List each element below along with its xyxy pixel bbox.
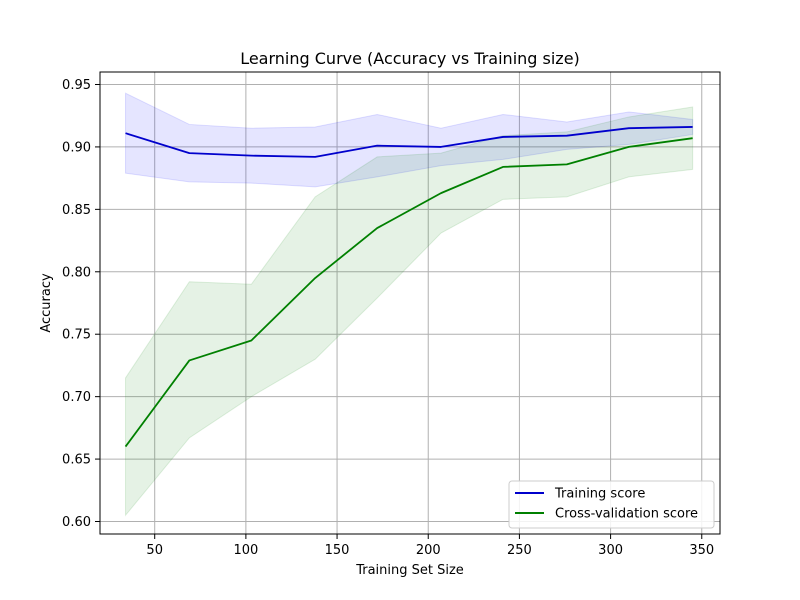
y-tick-label: 0.90 <box>62 140 91 155</box>
x-tick-label: 350 <box>689 543 714 558</box>
y-tick-label: 0.65 <box>62 453 91 468</box>
y-tick-label: 0.95 <box>62 78 91 93</box>
x-tick-label: 100 <box>233 543 258 558</box>
y-tick-label: 0.70 <box>62 390 91 405</box>
legend-box <box>508 480 715 529</box>
legend-label-training: Training score <box>554 487 645 502</box>
series-lines <box>124 126 693 448</box>
confidence-bands <box>125 92 694 517</box>
x-tick-label: 50 <box>146 543 163 558</box>
y-tick-label: 0.75 <box>62 328 91 343</box>
series-line-1 <box>124 137 693 448</box>
y-axis-ticks: 0.60 0.65 0.70 0.75 0.80 0.85 0.90 0.95 <box>62 78 100 530</box>
x-tick-label: 250 <box>507 543 532 558</box>
legend: Training score Cross-validation score <box>508 480 715 529</box>
plot-frame <box>99 71 721 535</box>
y-axis-label: Accuracy <box>39 273 54 333</box>
y-tick-label: 0.85 <box>62 203 91 218</box>
x-tick-label: 200 <box>416 543 441 558</box>
x-tick-label: 300 <box>598 543 623 558</box>
x-axis-label: Training Set Size <box>355 563 464 578</box>
confidence-band-1 <box>125 106 694 517</box>
legend-label-cross-validation: Cross-validation score <box>555 507 698 522</box>
confidence-band-0 <box>125 92 694 188</box>
chart-title: Learning Curve (Accuracy vs Training siz… <box>240 49 580 68</box>
x-tick-label: 150 <box>325 543 350 558</box>
x-axis-ticks: 50 100 150 200 250 300 350 <box>146 534 714 558</box>
y-tick-label: 0.80 <box>62 265 91 280</box>
series-line-0 <box>125 126 693 158</box>
y-tick-label: 0.60 <box>62 515 91 530</box>
